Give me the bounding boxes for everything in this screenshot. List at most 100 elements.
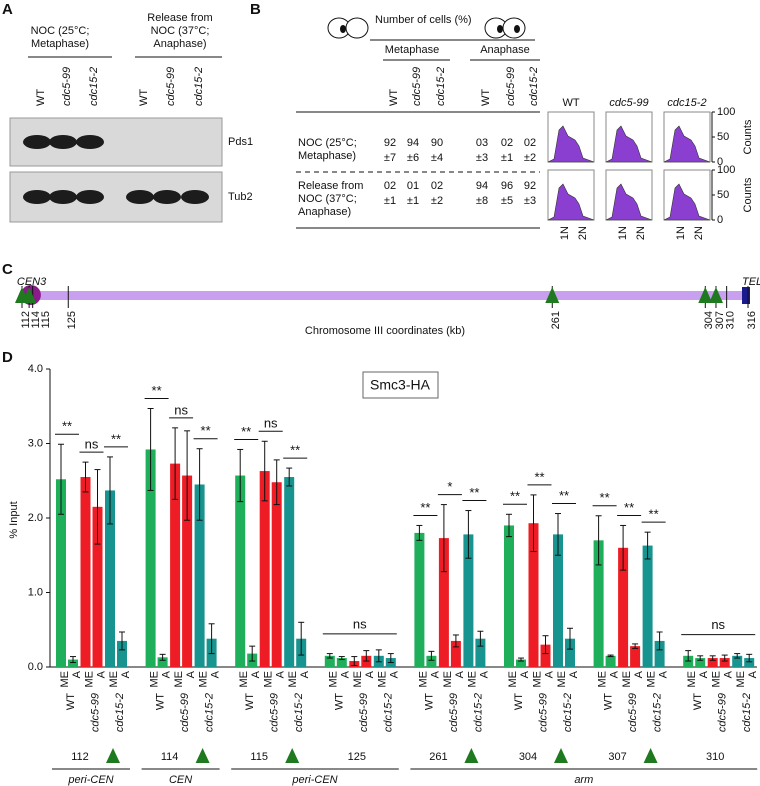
strain-label: cdc15-2 — [383, 693, 395, 732]
strain-label: cdc5-99 — [505, 67, 517, 106]
cell-mean: 92 — [384, 137, 396, 149]
condition-label: ME — [328, 671, 340, 688]
error-bar — [416, 524, 423, 541]
histogram-tick-label: 50 — [717, 131, 729, 143]
histogram-title: cdc5-99 — [609, 97, 648, 109]
error-bar — [620, 524, 627, 571]
chromosome-bar — [22, 291, 742, 300]
condition-label: ME — [442, 671, 454, 688]
error-bar — [656, 631, 663, 651]
error-bar — [363, 650, 370, 662]
site-marker — [285, 748, 300, 763]
locus-label: 307 — [608, 751, 626, 763]
histogram-area — [605, 125, 653, 163]
centromere-label: CEN3 — [17, 276, 47, 288]
condition-label: A — [633, 670, 645, 678]
error-bar — [734, 653, 741, 659]
bar — [463, 534, 474, 667]
condition-label: ME — [198, 671, 210, 688]
strain-label: WT — [244, 693, 256, 710]
cell-sd: ±6 — [407, 152, 419, 164]
site-marker — [545, 287, 560, 303]
condition-label: A — [723, 670, 735, 678]
cell-mean: 94 — [476, 180, 488, 192]
bar — [475, 638, 486, 667]
error-bar — [107, 456, 113, 525]
bar — [80, 477, 91, 667]
condition-label: A — [299, 670, 311, 678]
cell-mean: 94 — [407, 137, 419, 149]
error-bar — [82, 461, 89, 493]
nucleus — [514, 25, 520, 33]
coordinate-label: 115 — [40, 311, 52, 329]
error-bar — [159, 653, 166, 661]
condition-label: A — [389, 670, 401, 678]
error-bar — [208, 623, 215, 655]
region-label: CEN — [169, 774, 192, 786]
site-marker — [195, 748, 210, 763]
y-tick-label: 3.0 — [28, 437, 43, 449]
cell-sd: ±1 — [407, 195, 419, 207]
histogram-y-label: Counts — [742, 119, 754, 154]
bar — [654, 640, 665, 667]
bar — [450, 640, 461, 667]
condition-label: ME — [352, 671, 364, 688]
condition-label: A — [609, 670, 621, 678]
condition-label: ME — [263, 671, 275, 688]
condition-label: A — [71, 670, 83, 678]
condition-label: ME — [108, 671, 120, 688]
phase-label: Metaphase — [385, 44, 439, 56]
bar — [56, 479, 66, 667]
site-marker — [643, 748, 658, 763]
bar — [259, 471, 270, 667]
telomere — [742, 287, 750, 304]
bar — [618, 547, 629, 667]
cell-mean: 03 — [476, 137, 488, 149]
condition-label: A — [519, 670, 531, 678]
bar — [516, 659, 526, 667]
error-bar — [387, 653, 394, 664]
condition-label: ME — [686, 671, 698, 688]
bar — [284, 477, 295, 667]
site-marker — [708, 287, 723, 303]
error-bar — [697, 655, 704, 661]
locus-label: 115 — [250, 751, 268, 763]
strain-label: cdc15-2 — [528, 67, 540, 106]
band — [153, 190, 181, 204]
strain-label: WT — [155, 693, 167, 710]
row-label: NOC (37°C; — [298, 193, 357, 205]
bar — [707, 658, 718, 667]
condition-label: ME — [711, 671, 723, 688]
condition-label: A — [120, 670, 132, 678]
histogram-x-label: 1N — [559, 226, 571, 240]
bar — [157, 657, 168, 667]
row-label: NOC (25°C; — [298, 137, 357, 149]
error-bar — [58, 443, 64, 515]
panel-label: C — [2, 261, 13, 278]
condition-label: Metaphase) — [31, 38, 89, 50]
cell-sd: ±1 — [384, 195, 396, 207]
cell-sd: ±4 — [431, 152, 443, 164]
error-bar — [644, 531, 651, 560]
row-label: Release from — [298, 180, 363, 192]
condition-label: A — [747, 670, 759, 678]
condition-label: A — [185, 670, 197, 678]
strain-label: cdc15-2 — [435, 67, 447, 106]
bar — [414, 532, 425, 667]
error-bar — [477, 630, 484, 647]
strain-label: cdc15-2 — [741, 693, 753, 732]
condition-label: A — [658, 670, 670, 678]
protein-label: Pds1 — [228, 136, 253, 148]
cell-icon — [345, 17, 369, 39]
histogram-tick-label: 0 — [717, 214, 723, 226]
condition-label: A — [698, 670, 710, 678]
bar — [235, 475, 246, 667]
condition-label: A — [543, 670, 555, 678]
significance-label: ns — [264, 416, 278, 431]
error-bar — [685, 650, 692, 662]
strain-label: cdc15-2 — [204, 693, 216, 732]
coordinate-label: 304 — [703, 311, 715, 329]
bar — [68, 659, 78, 667]
protein-label: Tub2 — [228, 191, 253, 203]
cell-mean: 90 — [431, 137, 443, 149]
